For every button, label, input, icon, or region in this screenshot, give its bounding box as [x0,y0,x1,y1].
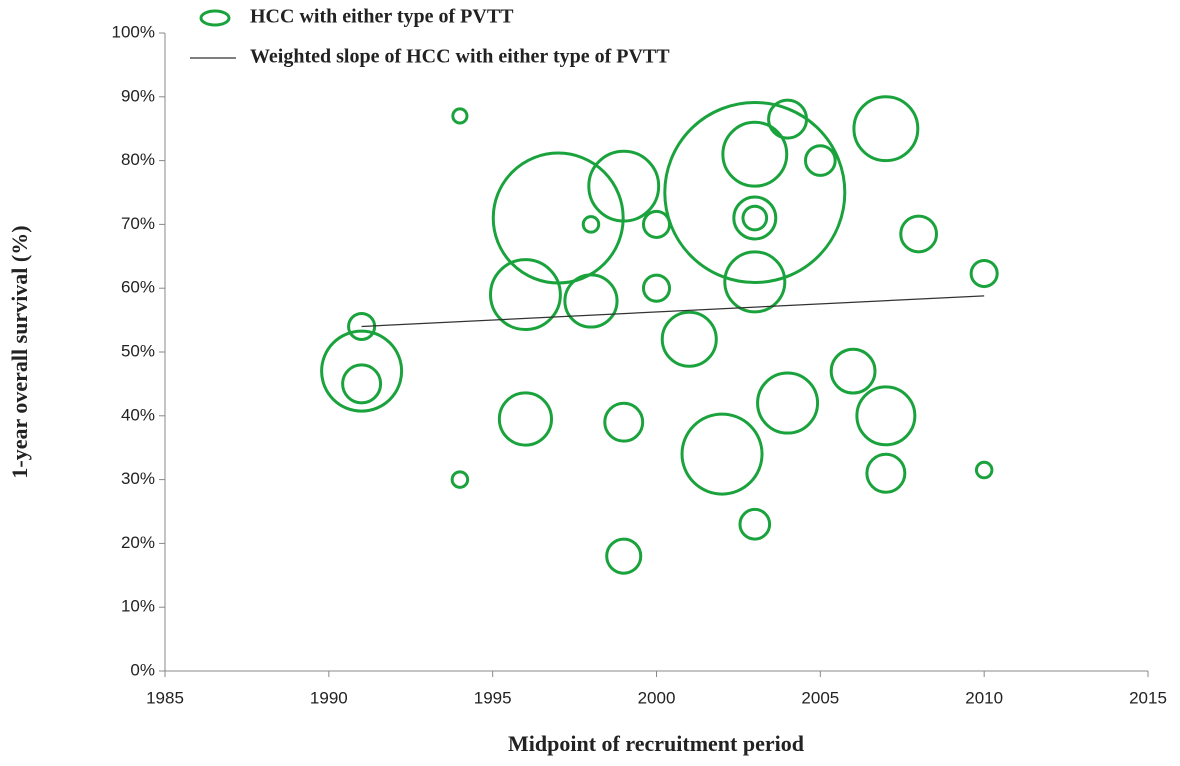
bubble [974,460,994,480]
y-tick-label: 70% [121,214,155,233]
x-axis-label: Midpoint of recruitment period [508,731,804,756]
bubble [347,311,377,342]
bubble [663,101,847,284]
bubble [829,347,877,395]
bubble [855,385,917,447]
y-axis-label: 1-year overall survival (%) [7,225,32,478]
bubble [320,329,404,413]
x-tick-label: 1985 [146,688,184,707]
x-tick-label: 1990 [310,688,348,707]
bubble [603,401,645,443]
bubble [721,120,789,188]
bubble [660,310,718,368]
y-tick-label: 10% [121,597,155,616]
trend-line [361,295,985,328]
y-tick-label: 50% [121,341,155,360]
bubble [641,273,672,303]
legend-label: Weighted slope of HCC with either type o… [250,46,670,68]
bubble [680,412,764,496]
bubble [587,149,661,223]
bubble [581,215,601,234]
bubble [899,214,939,254]
bubble [804,144,837,177]
bubble [341,363,383,405]
bubble [563,273,619,329]
bubble [491,151,625,285]
y-tick-label: 80% [121,150,155,169]
bubble [451,107,469,125]
bubble [489,258,562,332]
bubble [741,204,769,232]
y-tick-label: 20% [121,533,155,552]
x-tick-label: 2005 [801,688,839,707]
bubble [767,98,809,140]
x-tick-label: 2015 [1129,688,1167,707]
bubble [605,537,643,575]
x-tick-label: 2000 [638,688,676,707]
bubble [732,195,778,241]
bubble [865,452,907,494]
y-tick-label: 90% [121,86,155,105]
x-tick-label: 2010 [965,688,1003,707]
bubble [450,470,470,489]
bubble [723,250,787,314]
x-tick-label: 1995 [474,688,512,707]
legend-bubble [199,9,231,27]
bubble [852,95,920,163]
y-tick-label: 60% [121,278,155,297]
legend-label: HCC with either type of PVTT [250,6,514,28]
y-tick-label: 0% [130,660,155,679]
y-tick-label: 30% [121,469,155,488]
bubble [497,391,554,447]
bubble [969,258,999,289]
y-tick-label: 40% [121,405,155,424]
bubble [641,209,672,239]
bubble [738,507,772,541]
bubble [756,371,820,435]
y-tick-label: 100% [112,22,155,41]
